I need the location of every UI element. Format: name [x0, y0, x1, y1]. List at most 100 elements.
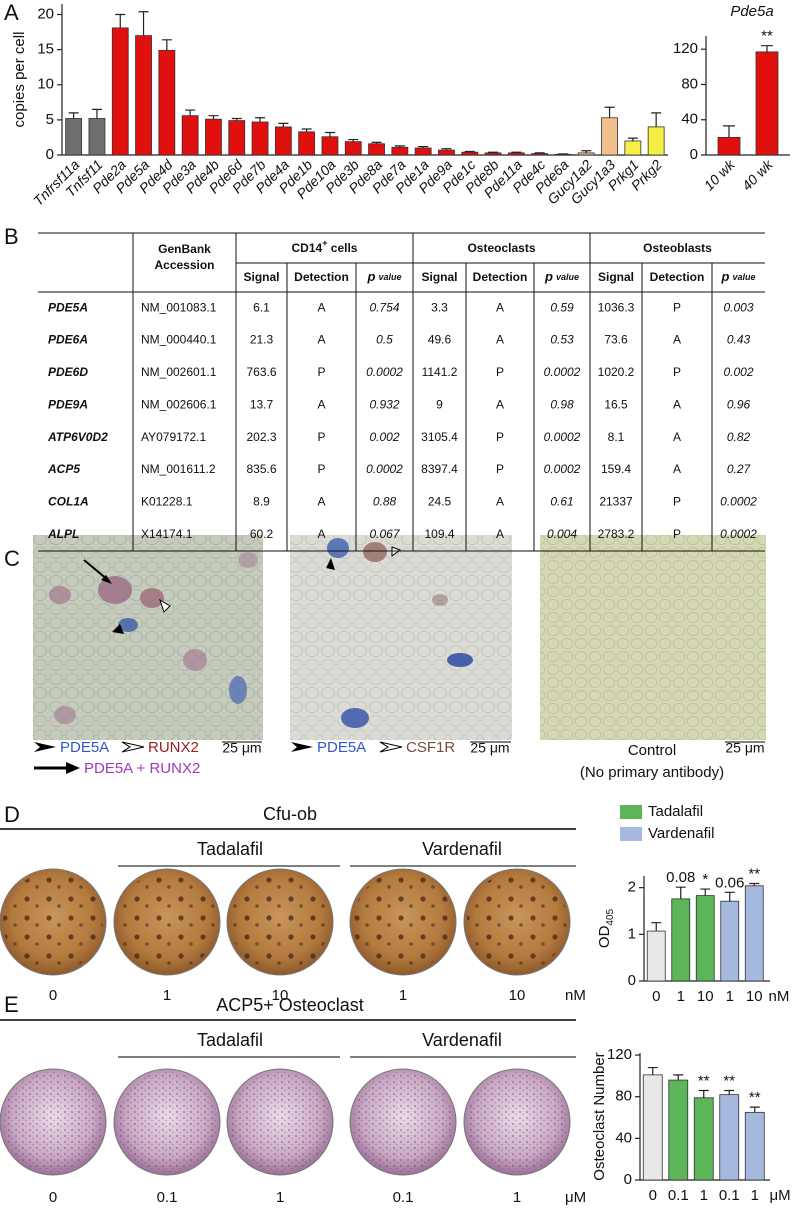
table-header: Accession — [154, 258, 214, 272]
table-cell: 6.1 — [253, 300, 270, 314]
x-tick-label: 1 — [726, 988, 734, 1005]
scale-bar-label: 25 μm — [222, 740, 261, 756]
cell — [229, 676, 247, 704]
panel-title: Cfu-ob — [263, 804, 317, 824]
error-bar — [675, 886, 686, 899]
table-cell: COL1A — [48, 495, 89, 509]
table-cell: 0.98 — [550, 397, 574, 411]
legend-label: Tadalafil — [648, 803, 703, 820]
x-tick-label: 0.1 — [668, 1187, 689, 1204]
error-bar — [604, 106, 615, 118]
table-cell: 1020.2 — [598, 365, 635, 379]
table-cell: 0.53 — [550, 333, 574, 347]
bar — [668, 1079, 689, 1181]
scale-bar-label: 25 μm — [725, 740, 764, 756]
culture-dish-texture — [230, 1072, 330, 1172]
y-axis-label: copies per cell — [11, 32, 28, 128]
chart-title: Pde5a — [730, 3, 773, 20]
header-text: p — [721, 269, 730, 284]
bar — [344, 141, 362, 156]
error-bar — [324, 131, 335, 137]
cell — [432, 594, 448, 606]
x-tick-label: 1 — [751, 1187, 759, 1204]
table-cell: NM_002606.1 — [141, 397, 217, 411]
table-cell: P — [673, 495, 681, 509]
table-cell: PDE9A — [48, 397, 88, 411]
table-cell: 0.0002 — [366, 462, 403, 476]
y-axis-label-text: Osteoclast Number — [591, 1052, 608, 1180]
table-cell: 0.067 — [369, 527, 400, 541]
table-cell: 3.3 — [431, 300, 448, 314]
error-bar — [185, 109, 196, 116]
culture-dish-texture — [3, 1072, 103, 1172]
table-cell: P — [673, 527, 681, 541]
bar — [274, 126, 292, 156]
table-cell: 0.004 — [547, 527, 577, 541]
culture-dish-texture — [467, 872, 567, 972]
dish-unit: μM — [565, 1189, 586, 1206]
x-tick-label: 0 — [652, 988, 660, 1005]
y-tick-label: 120 — [673, 40, 698, 57]
image-texture — [33, 535, 263, 740]
bar — [601, 117, 618, 156]
table-subheader: Detection — [473, 270, 528, 284]
cell — [447, 653, 473, 667]
x-tick-label: 1 — [700, 1187, 708, 1204]
legend-text: RUNX2 — [148, 739, 199, 756]
bar — [744, 885, 764, 982]
bar — [368, 143, 385, 156]
table-cell: A — [317, 495, 325, 509]
header-text: value — [556, 272, 579, 282]
caption: (No primary antibody) — [580, 764, 724, 781]
header-text: Osteoclasts — [467, 241, 535, 255]
dish-label: 1 — [276, 1189, 284, 1206]
table-cell: NM_000440.1 — [141, 333, 217, 347]
x-tick-label: 0 — [649, 1187, 657, 1204]
error-bar — [673, 1074, 684, 1081]
legend-text: PDE5A — [60, 739, 109, 756]
table-group-header: CD14+ cells — [292, 238, 358, 255]
table-cell: 3105.4 — [421, 430, 458, 444]
table-cell: 159.4 — [601, 462, 631, 476]
table-cell: A — [317, 397, 325, 411]
y-tick-label: 80 — [681, 75, 698, 92]
table-cell: 0.002 — [369, 430, 399, 444]
y-tick-label: 80 — [615, 1088, 632, 1105]
table-cell: 0.88 — [373, 495, 397, 509]
cell — [118, 618, 138, 632]
table-cell: NM_001083.1 — [141, 300, 217, 314]
culture-dish-texture — [353, 1072, 453, 1172]
error-bar — [255, 117, 266, 122]
table-cell: P — [673, 365, 681, 379]
table-cell: 0.43 — [727, 333, 751, 347]
table-subheader: p value — [367, 269, 402, 284]
header-text: value — [378, 272, 401, 282]
y-tick-label: 15 — [37, 41, 54, 58]
header-superscript: + — [322, 238, 327, 248]
error-bar — [627, 137, 638, 141]
arrowhead — [326, 558, 335, 570]
bar — [181, 115, 199, 156]
table-cell: 0.0002 — [720, 495, 757, 509]
table-cell: ALPL — [47, 527, 79, 541]
y-tick-label: 5 — [46, 111, 54, 128]
y-tick-label: 120 — [607, 1046, 632, 1063]
table-cell: 8.1 — [608, 430, 625, 444]
table-cell: A — [673, 333, 681, 347]
table-cell: A — [496, 527, 504, 541]
micrograph — [540, 535, 766, 740]
table-cell: P — [317, 365, 325, 379]
header-text: Detection — [294, 270, 349, 284]
header-text: value — [732, 272, 755, 282]
bar — [744, 1111, 765, 1181]
table-subheader: p value — [544, 269, 579, 284]
header-text: Signal — [598, 270, 634, 284]
dish-label: 0.1 — [393, 1189, 414, 1206]
bar — [719, 1094, 740, 1181]
table-cell: 60.2 — [250, 527, 274, 541]
dish-label: 10 — [509, 987, 526, 1004]
table-cell: NM_002601.1 — [141, 365, 217, 379]
legend-text: PDE5A — [317, 739, 366, 756]
y-axis-label: Osteoclast Number — [591, 1052, 608, 1180]
y-tick-label: 10 — [37, 76, 54, 93]
